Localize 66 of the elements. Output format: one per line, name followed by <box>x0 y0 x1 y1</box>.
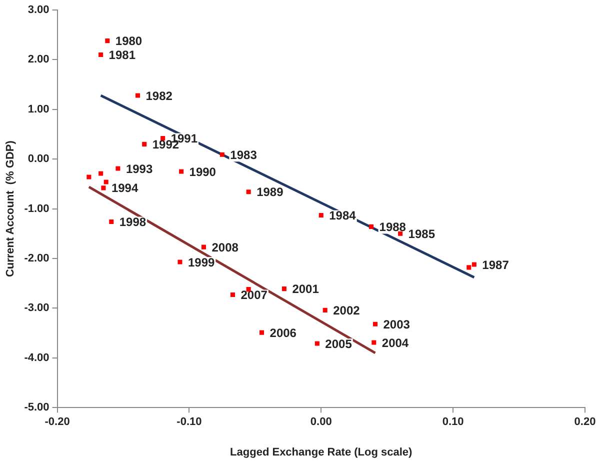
y-tick-label: -2.00 <box>24 252 50 265</box>
x-tick-label: -0.10 <box>176 416 202 428</box>
y-tick-label: 1.00 <box>28 103 50 116</box>
point <box>260 330 264 335</box>
annotation: 1999 <box>188 255 215 270</box>
y-tick-label: 0.00 <box>28 153 50 166</box>
annotation: 2008 <box>212 240 239 254</box>
point <box>160 136 166 140</box>
point <box>86 174 92 180</box>
point <box>322 308 328 312</box>
point <box>466 265 472 270</box>
point <box>220 152 224 157</box>
point <box>179 169 184 174</box>
annotation: 1993 <box>126 162 153 176</box>
point <box>472 262 476 267</box>
annotation: 2004 <box>382 336 409 350</box>
annotation: 1983 <box>230 148 258 162</box>
y-tick-label: -3.00 <box>24 302 50 314</box>
annotation: 1998 <box>119 215 146 230</box>
point <box>109 219 114 224</box>
point <box>178 260 182 264</box>
annotation: 1985 <box>408 226 436 241</box>
annotation: 2003 <box>383 317 410 332</box>
annotation: 2002 <box>333 304 360 318</box>
y-tick-label: 2.00 <box>28 54 50 66</box>
annotation: 1990 <box>189 164 216 179</box>
x-tick-label: 0.00 <box>310 416 332 428</box>
point <box>98 171 104 176</box>
x-tick-label: 0.10 <box>442 416 464 428</box>
annotation: 1989 <box>256 185 284 200</box>
point <box>369 224 374 229</box>
annotation: 2001 <box>292 282 320 296</box>
x-axis-title: Lagged Exchange Rate (Log scale) <box>230 446 413 458</box>
point <box>98 52 104 57</box>
point <box>101 186 106 190</box>
annotation: 2006 <box>270 326 297 340</box>
annotation: 1984 <box>329 208 356 223</box>
annotation: 2007 <box>240 288 268 302</box>
point <box>318 212 324 218</box>
point <box>314 341 320 346</box>
point <box>282 286 286 292</box>
point <box>116 166 120 171</box>
x-tick-label: 0.20 <box>574 416 596 428</box>
point <box>230 292 236 298</box>
point <box>246 190 251 194</box>
point <box>142 142 147 146</box>
annotation: 1987 <box>482 258 510 272</box>
point <box>372 340 376 345</box>
point <box>135 93 140 98</box>
point <box>201 244 206 250</box>
point <box>372 322 378 326</box>
annotation: 1980 <box>115 34 142 48</box>
annotation: 1988 <box>379 220 406 234</box>
annotation: 1981 <box>108 48 136 62</box>
y-tick-label: -1.00 <box>24 202 50 215</box>
point <box>398 231 403 236</box>
point <box>105 38 110 44</box>
annotation: 1994 <box>111 181 138 196</box>
y-tick-label: -4.00 <box>24 352 50 364</box>
annotation: 2005 <box>325 336 352 351</box>
annotation: 1982 <box>146 88 173 103</box>
y-axis-title: Current Account (% GDP) <box>4 140 17 278</box>
point <box>104 180 108 184</box>
y-tick-label: 3.00 <box>28 4 50 16</box>
x-tick-label: -0.20 <box>44 416 70 428</box>
y-tick-label: -5.00 <box>24 402 50 414</box>
